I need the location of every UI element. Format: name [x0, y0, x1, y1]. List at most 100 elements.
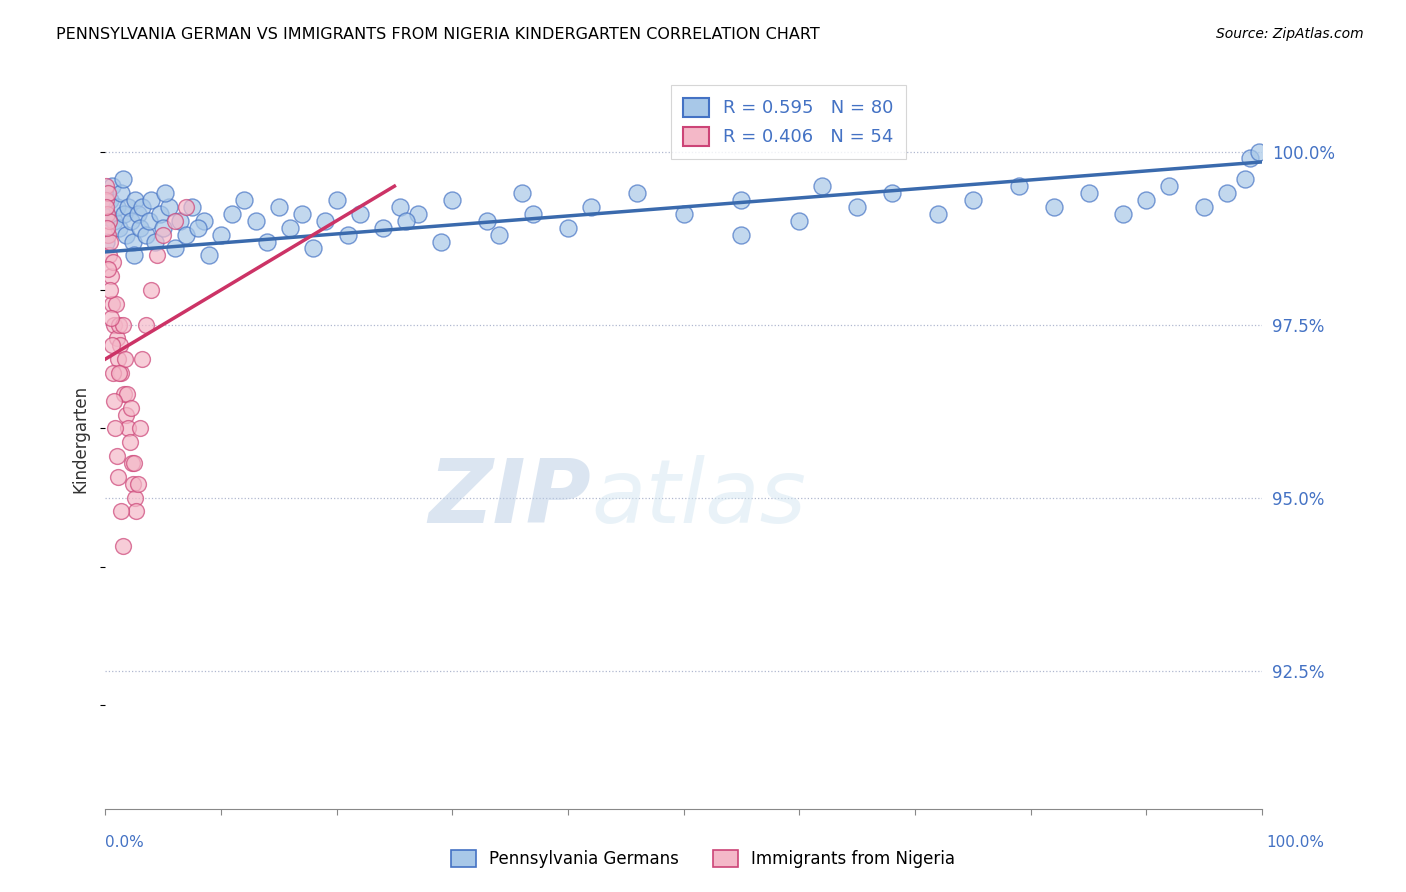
Point: [98, 235, 121, 249]
Point: [579, 200, 602, 214]
Point: [110, 366, 132, 380]
Point: [152, 227, 174, 242]
Point: [107, 352, 129, 367]
Point: [112, 386, 135, 401]
Point: [115, 408, 138, 422]
Point: [96, 207, 118, 221]
Point: [96, 186, 118, 200]
Point: [198, 248, 221, 262]
Point: [107, 470, 129, 484]
Point: [122, 248, 145, 262]
Point: [371, 220, 394, 235]
Point: [121, 456, 143, 470]
Point: [152, 220, 174, 235]
Point: [100, 269, 122, 284]
Point: [1008, 179, 1031, 194]
Point: [209, 227, 232, 242]
Point: [105, 331, 128, 345]
Point: [163, 242, 186, 256]
Point: [169, 213, 191, 227]
Point: [103, 318, 125, 332]
Point: [101, 338, 124, 352]
Point: [120, 401, 142, 415]
Point: [395, 213, 418, 227]
Point: [626, 186, 648, 200]
Text: ZIP: ZIP: [429, 455, 591, 541]
Point: [389, 200, 412, 214]
Point: [97, 213, 120, 227]
Point: [129, 220, 152, 235]
Point: [118, 435, 141, 450]
Point: [181, 200, 204, 214]
Point: [108, 318, 131, 332]
Point: [337, 227, 360, 242]
Point: [110, 338, 132, 352]
Point: [115, 386, 138, 401]
Point: [103, 255, 125, 269]
Point: [138, 213, 160, 227]
Point: [114, 352, 136, 367]
Point: [122, 476, 145, 491]
Point: [104, 297, 127, 311]
Point: [880, 186, 903, 200]
Point: [98, 283, 121, 297]
Point: [406, 207, 429, 221]
Point: [98, 248, 121, 262]
Point: [267, 200, 290, 214]
Point: [441, 193, 464, 207]
Point: [233, 193, 256, 207]
Point: [157, 200, 180, 214]
Point: [97, 227, 120, 242]
Point: [122, 235, 145, 249]
Point: [105, 449, 128, 463]
Point: [127, 476, 149, 491]
Point: [1239, 152, 1261, 166]
Point: [730, 193, 752, 207]
Point: [174, 200, 197, 214]
Point: [108, 220, 131, 235]
Point: [96, 220, 118, 235]
Point: [1216, 186, 1239, 200]
Point: [96, 193, 118, 207]
Point: [94, 179, 117, 194]
Point: [120, 213, 142, 227]
Text: Source: ZipAtlas.com: Source: ZipAtlas.com: [1216, 27, 1364, 41]
Point: [510, 186, 533, 200]
Point: [927, 207, 949, 221]
Point: [94, 235, 117, 249]
Point: [103, 393, 125, 408]
Point: [131, 200, 153, 214]
Point: [1043, 200, 1066, 214]
Point: [1159, 179, 1181, 194]
Legend: Pennsylvania Germans, Immigrants from Nigeria: Pennsylvania Germans, Immigrants from Ni…: [444, 843, 962, 875]
Point: [100, 310, 122, 325]
Point: [146, 248, 169, 262]
Point: [811, 179, 834, 194]
Point: [787, 213, 810, 227]
Legend: R = 0.595   N = 80, R = 0.406   N = 54: R = 0.595 N = 80, R = 0.406 N = 54: [671, 85, 905, 159]
Point: [117, 421, 139, 435]
Point: [110, 186, 132, 200]
Text: 0.0%: 0.0%: [105, 836, 145, 850]
Point: [221, 207, 243, 221]
Point: [103, 213, 125, 227]
Point: [94, 200, 117, 214]
Point: [325, 193, 347, 207]
Point: [475, 213, 498, 227]
Point: [124, 193, 146, 207]
Point: [101, 179, 124, 194]
Point: [127, 207, 149, 221]
Point: [101, 366, 124, 380]
Point: [846, 200, 869, 214]
Point: [278, 220, 301, 235]
Point: [174, 227, 197, 242]
Point: [141, 283, 163, 297]
Text: 100.0%: 100.0%: [1267, 836, 1324, 850]
Point: [245, 213, 267, 227]
Point: [256, 235, 278, 249]
Point: [124, 491, 146, 505]
Point: [1112, 207, 1135, 221]
Point: [314, 213, 336, 227]
Point: [163, 213, 186, 227]
Point: [105, 200, 128, 214]
